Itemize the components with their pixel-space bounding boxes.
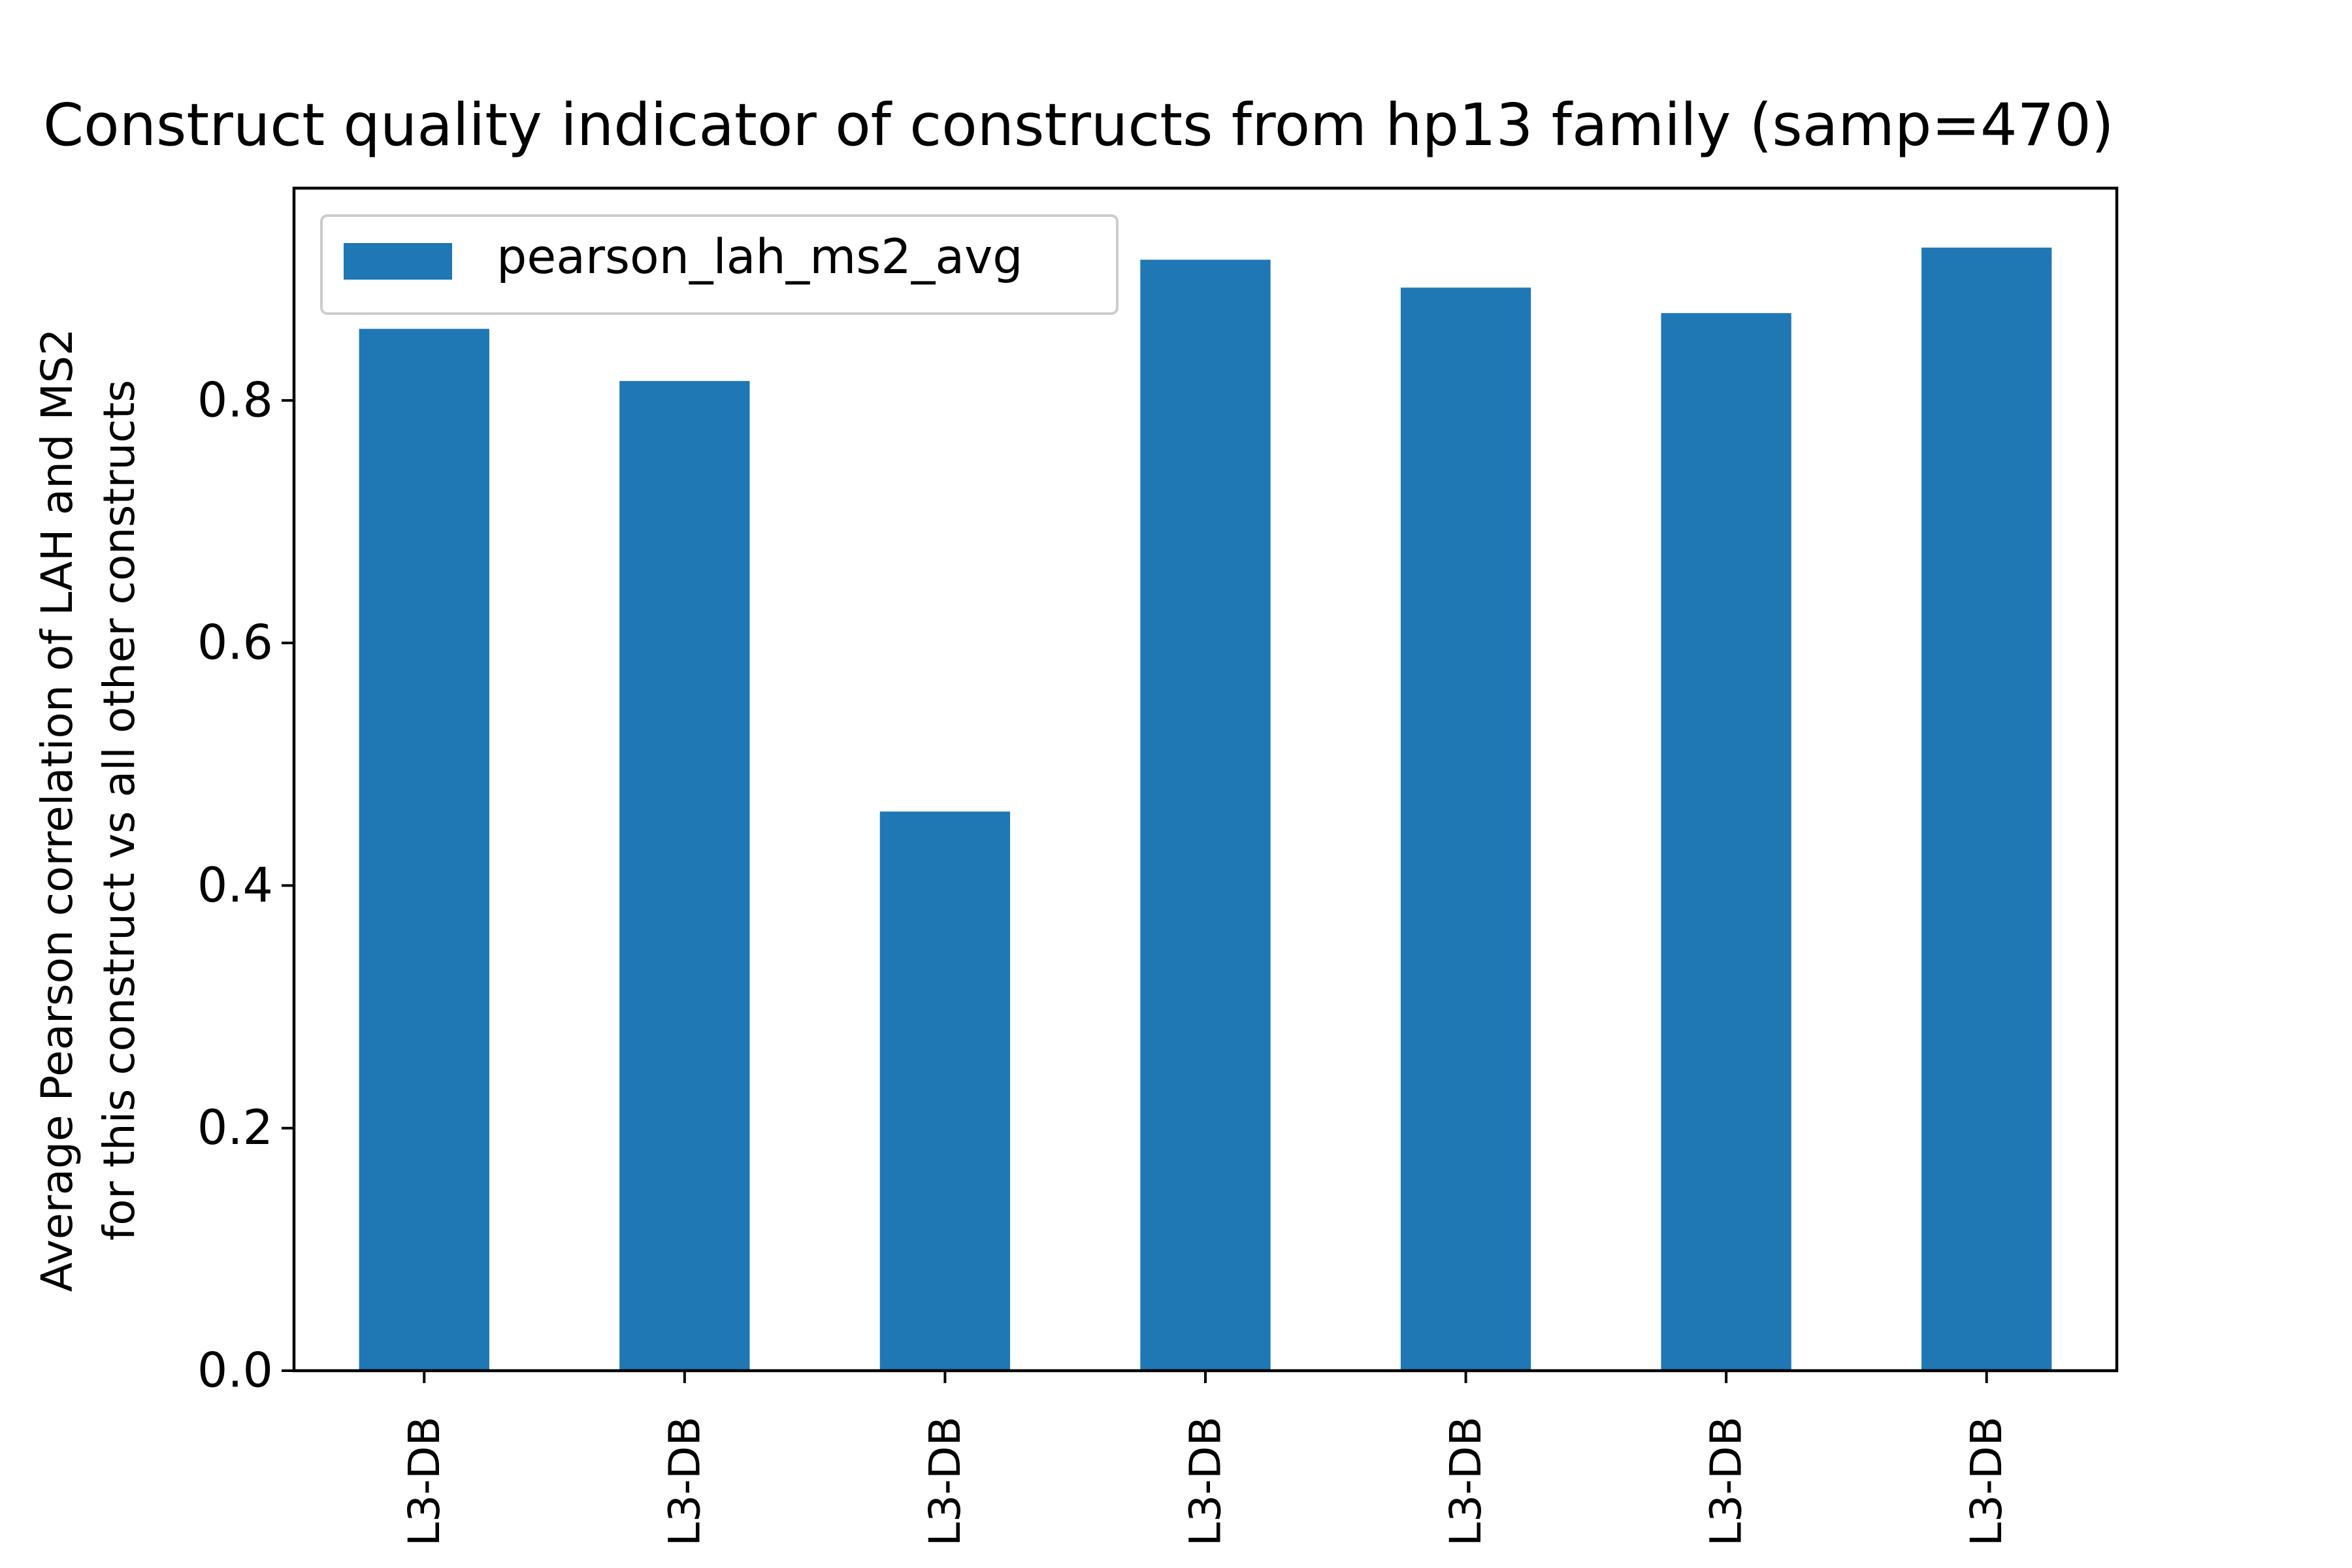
bar-1 bbox=[359, 329, 489, 1371]
x-tick-label-6: L3-DB bbox=[1701, 1416, 1752, 1546]
x-tick-label-3: L3-DB bbox=[920, 1416, 970, 1546]
legend-swatch bbox=[344, 243, 452, 280]
chart-title: Construct quality indicator of construct… bbox=[43, 91, 2114, 159]
x-tick-label-7: L3-DB bbox=[1961, 1416, 2012, 1546]
bar-4 bbox=[1140, 259, 1271, 1371]
y-tick-label-3: 0.4 bbox=[197, 858, 273, 913]
bar-7 bbox=[1921, 247, 2052, 1371]
y-axis-label-line-1: Average Pearson correlation of LAH and M… bbox=[32, 329, 82, 1292]
legend-box bbox=[320, 214, 1119, 315]
y-tick-label-2: 0.2 bbox=[197, 1100, 273, 1156]
y-axis-label-line-2: for this construct vs all other construc… bbox=[94, 380, 144, 1241]
legend-label: pearson_lah_ms2_avg bbox=[497, 229, 1023, 285]
y-tick-label-1: 0.0 bbox=[197, 1343, 273, 1399]
plot-area-frame bbox=[292, 186, 2119, 1373]
x-tick-label-2: L3-DB bbox=[659, 1416, 710, 1546]
y-axis-label: Average Pearson correlation of LAH and M… bbox=[32, 329, 144, 1292]
bar-2 bbox=[619, 381, 750, 1371]
x-tick-label-1: L3-DB bbox=[399, 1416, 449, 1546]
bar-series bbox=[359, 247, 2052, 1371]
bar-5 bbox=[1400, 287, 1531, 1371]
bar-3 bbox=[879, 811, 1011, 1371]
y-tick-label-5: 0.8 bbox=[197, 372, 273, 428]
y-tick-label-4: 0.6 bbox=[197, 615, 273, 671]
y-axis-ticks: 0.0 0.2 0.4 0.6 0.8 bbox=[197, 372, 294, 1399]
x-tick-label-4: L3-DB bbox=[1181, 1416, 1231, 1546]
legend: pearson_lah_ms2_avg bbox=[320, 214, 1119, 315]
bar-6 bbox=[1661, 313, 1791, 1371]
x-axis-ticks: L3-DB L3-DB L3-DB L3-DB L3-DB L3-DB L3-DB bbox=[399, 1371, 2012, 1546]
x-tick-label-5: L3-DB bbox=[1441, 1416, 1491, 1546]
